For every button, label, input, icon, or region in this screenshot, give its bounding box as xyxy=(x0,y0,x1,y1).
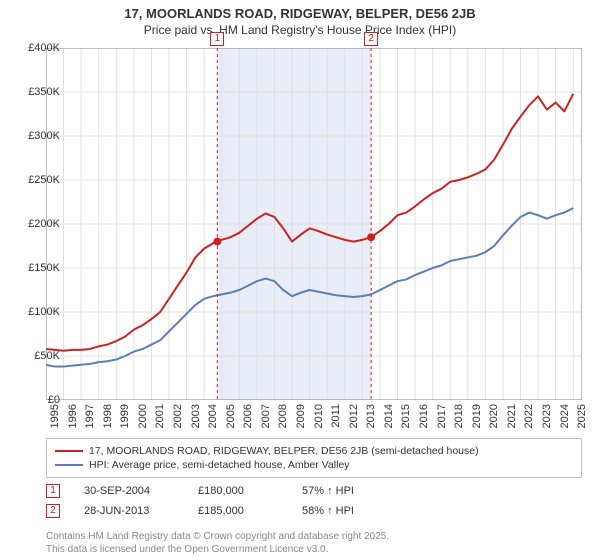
x-tick-label: 2004 xyxy=(207,404,219,428)
x-tick-label: 2000 xyxy=(137,404,149,428)
chart-container: 17, MOORLANDS ROAD, RIDGEWAY, BELPER, DE… xyxy=(0,0,600,560)
sale-row-1: 1 30-SEP-2004 £180,000 57% ↑ HPI xyxy=(46,484,354,498)
y-tick-label: £350K xyxy=(10,86,60,98)
y-tick-label: £50K xyxy=(10,350,60,362)
y-tick-label: £100K xyxy=(10,306,60,318)
x-tick-label: 2012 xyxy=(348,404,360,428)
x-tick-label: 2020 xyxy=(488,404,500,428)
x-tick-label: 2021 xyxy=(506,404,518,428)
legend-label: 17, MOORLANDS ROAD, RIDGEWAY, BELPER, DE… xyxy=(89,445,479,457)
legend-item-hpi: HPI: Average price, semi-detached house,… xyxy=(55,459,573,471)
sale-price: £185,000 xyxy=(198,505,278,517)
x-tick-label: 2006 xyxy=(242,404,254,428)
x-tick-label: 2017 xyxy=(436,404,448,428)
sale-date: 30-SEP-2004 xyxy=(84,485,174,497)
x-tick-label: 2023 xyxy=(541,404,553,428)
x-tick-label: 2013 xyxy=(365,404,377,428)
x-tick-label: 2016 xyxy=(418,404,430,428)
footer-attribution: Contains HM Land Registry data © Crown c… xyxy=(46,530,389,556)
legend-swatch xyxy=(55,464,83,466)
x-tick-label: 2014 xyxy=(383,404,395,428)
x-tick-label: 1995 xyxy=(49,404,61,428)
footer-line: Contains HM Land Registry data © Crown c… xyxy=(46,530,389,543)
x-tick-label: 2002 xyxy=(172,404,184,428)
x-tick-label: 2005 xyxy=(225,404,237,428)
y-tick-label: £300K xyxy=(10,130,60,142)
chart-title: 17, MOORLANDS ROAD, RIDGEWAY, BELPER, DE… xyxy=(0,0,600,23)
x-tick-label: 2009 xyxy=(295,404,307,428)
legend: 17, MOORLANDS ROAD, RIDGEWAY, BELPER, DE… xyxy=(46,438,582,478)
y-tick-label: £400K xyxy=(10,42,60,54)
x-tick-label: 1996 xyxy=(67,404,79,428)
chart-svg xyxy=(46,48,582,400)
legend-item-price-paid: 17, MOORLANDS ROAD, RIDGEWAY, BELPER, DE… xyxy=(55,445,573,457)
x-tick-label: 2001 xyxy=(154,404,166,428)
sale-delta: 57% ↑ HPI xyxy=(302,485,354,497)
legend-swatch xyxy=(55,450,83,452)
x-tick-label: 2010 xyxy=(313,404,325,428)
footer-line: This data is licensed under the Open Gov… xyxy=(46,543,389,556)
x-tick-label: 2007 xyxy=(260,404,272,428)
sale-row-2: 2 28-JUN-2013 £185,000 58% ↑ HPI xyxy=(46,504,354,518)
x-tick-label: 2024 xyxy=(559,404,571,428)
chart-subtitle: Price paid vs. HM Land Registry's House … xyxy=(0,23,600,41)
sale-delta: 58% ↑ HPI xyxy=(302,505,354,517)
sale-price: £180,000 xyxy=(198,485,278,497)
x-tick-label: 1998 xyxy=(102,404,114,428)
x-tick-label: 2018 xyxy=(453,404,465,428)
y-tick-label: £200K xyxy=(10,218,60,230)
chart-marker-icon: 1 xyxy=(210,32,224,46)
x-tick-label: 2025 xyxy=(576,404,588,428)
sale-date: 28-JUN-2013 xyxy=(84,505,174,517)
x-tick-label: 2015 xyxy=(400,404,412,428)
sale-marker-icon: 1 xyxy=(46,484,60,498)
y-tick-label: £250K xyxy=(10,174,60,186)
x-tick-label: 2003 xyxy=(190,404,202,428)
x-tick-label: 2011 xyxy=(330,404,342,428)
x-tick-label: 1997 xyxy=(84,404,96,428)
chart-plot-area xyxy=(46,48,582,400)
sale-marker-icon: 2 xyxy=(46,504,60,518)
chart-marker-icon: 2 xyxy=(364,32,378,46)
legend-label: HPI: Average price, semi-detached house,… xyxy=(89,459,350,471)
x-tick-label: 2008 xyxy=(277,404,289,428)
y-tick-label: £150K xyxy=(10,262,60,274)
x-tick-label: 2022 xyxy=(523,404,535,428)
x-tick-label: 2019 xyxy=(471,404,483,428)
x-tick-label: 1999 xyxy=(119,404,131,428)
